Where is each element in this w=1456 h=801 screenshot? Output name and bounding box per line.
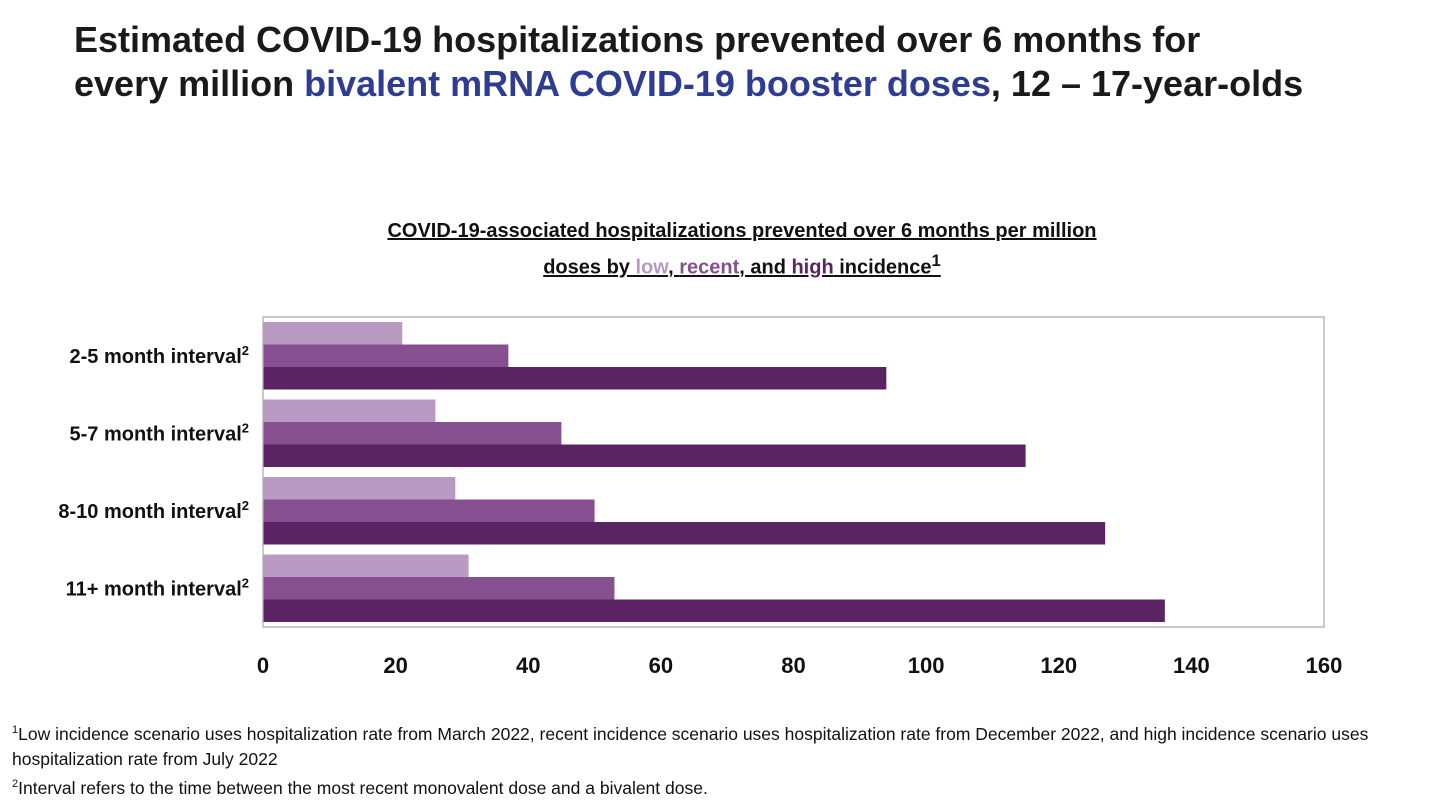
bar-high-3 [263,522,1106,545]
category-label-3: 8-10 month interval2 [58,498,249,523]
x-tick-label-6: 100 [908,653,945,678]
footnote-2: 2Interval refers to the time between the… [12,772,1452,801]
title-line-2-prefix: every million [74,63,305,104]
footnotes: 1Low incidence scenario uses hospitaliza… [12,718,1452,801]
x-tick-label-5: 80 [781,653,805,678]
subtitle-line-2: doses by low, recent, and high incidence… [262,246,1222,283]
bar-low-4 [263,554,469,577]
bar-high-2 [263,444,1026,467]
title-accent-text: bivalent mRNA COVID-19 booster doses [304,63,991,104]
x-tick-label-2: 20 [383,653,407,678]
subtitle-sep-2: , and [739,256,792,279]
x-tick-label-4: 60 [649,653,673,678]
plot-area-frame [262,316,1325,628]
subtitle-line-1: COVID-19-associated hospitalizations pre… [387,220,1097,242]
subtitle-low-word: low [635,256,669,279]
bar-recent-2 [263,422,562,445]
bar-recent-4 [263,577,615,600]
category-label-superscript: 2 [242,498,249,513]
bar-low-1 [263,322,403,345]
footnote-2-text: Interval refers to the time between the … [18,777,708,798]
category-label-4: 11+ month interval2 [66,575,249,600]
footnote-2-marker: 2 [12,777,19,790]
footnote-1: 1Low incidence scenario uses hospitaliza… [12,718,1452,772]
category-label-2: 5-7 month interval2 [70,420,250,445]
title-line-1: Estimated COVID-19 hospitalizations prev… [74,19,1201,60]
category-label-text: 8-10 month interval [58,501,241,523]
subtitle-superscript: 1 [931,251,941,270]
subtitle-sep-1: , [668,256,680,279]
subtitle-high-word: high [791,256,834,279]
subtitle-suffix: incidence [833,256,932,279]
bar-high-4 [263,599,1165,622]
title-line-2: every million bivalent mRNA COVID-19 boo… [74,62,1434,106]
x-tick-label-7: 120 [1040,653,1077,678]
category-label-superscript: 2 [242,575,249,590]
x-tick-label-8: 140 [1173,653,1210,678]
category-label-1: 2-5 month interval2 [70,343,250,368]
chart-subtitle: COVID-19-associated hospitalizations pre… [262,216,1222,283]
bar-recent-1 [263,344,509,367]
slide-title: Estimated COVID-19 hospitalizations prev… [74,18,1434,106]
bar-low-3 [263,477,456,500]
footnote-1-marker: 1 [12,724,19,736]
category-label-text: 2-5 month interval [70,346,242,368]
bar-high-1 [263,367,887,390]
bar-recent-3 [263,499,595,522]
footnote-1-text: Low incidence scenario uses hospitalizat… [12,723,1369,769]
x-tick-label-9: 160 [1306,653,1343,678]
bar-low-2 [263,399,436,422]
title-line-2-suffix: , 12 – 17-year-olds [990,63,1304,104]
x-tick-label-3: 40 [516,653,540,678]
subtitle-recent-word: recent [679,256,740,279]
category-label-text: 5-7 month interval [70,423,242,445]
category-label-superscript: 2 [242,343,249,358]
category-label-text: 11+ month interval [66,578,242,600]
x-tick-label-1: 0 [257,653,269,678]
subtitle-prefix: doses by [543,256,636,279]
category-label-superscript: 2 [242,420,249,435]
